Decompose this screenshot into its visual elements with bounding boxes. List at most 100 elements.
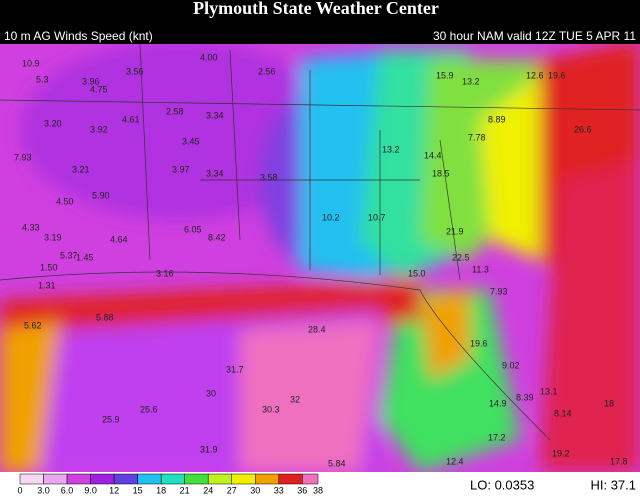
wind-label: 3.21: [72, 164, 90, 174]
wind-label: 21.9: [446, 226, 464, 236]
wind-label: 3.34: [206, 110, 224, 120]
colorbar-bin: [255, 473, 280, 485]
wind-label: 30: [206, 388, 216, 398]
wind-label: 12.6: [526, 70, 544, 80]
wind-label: 13.2: [382, 144, 400, 154]
wind-label: 10.2: [322, 212, 340, 222]
colorbar-tick-label: 30: [250, 485, 260, 495]
wind-label: 25.6: [140, 404, 158, 414]
wind-label: 7.93: [490, 286, 508, 296]
wind-label: 3.45: [182, 136, 200, 146]
wind-label: 16.2: [356, 34, 374, 44]
wind-label: 22.5: [452, 252, 470, 262]
colorbar-bin: [207, 473, 232, 485]
valid-time: 30 hour NAM valid 12Z TUE 5 APR 11: [433, 29, 636, 43]
wind-label: 3.97: [172, 164, 190, 174]
wind-label: 8.39: [516, 392, 534, 402]
wind-label: 3.56: [126, 66, 144, 76]
colorbar-bin: [278, 473, 303, 485]
colorbar-tick-label: 21: [180, 485, 190, 495]
wind-label: 10.9: [22, 58, 40, 68]
colorbar-bin: [43, 473, 68, 485]
wind-label: 13.1: [540, 386, 558, 396]
wind-label: 17.8: [610, 456, 628, 466]
wind-label: 3.96: [82, 76, 100, 86]
wind-label: 2.58: [166, 106, 184, 116]
high-value: HI: 37.1: [590, 477, 636, 492]
wind-label: 7.78: [468, 132, 486, 142]
wind-label: 31.7: [226, 364, 244, 374]
wind-label: 4.50: [56, 196, 74, 206]
colorbar-bin: [19, 473, 44, 485]
colorbar-tick-label: 33: [274, 485, 284, 495]
wind-label: 4.33: [22, 222, 40, 232]
wind-label: 18: [604, 398, 614, 408]
wind-label: 4.61: [122, 114, 140, 124]
wind-label: 1.45: [76, 252, 94, 262]
colorbar-bin: [231, 473, 256, 485]
colorbar-tick-label: 24: [203, 485, 213, 495]
colorbar-tick-label: 6.0: [61, 485, 74, 495]
map: 10.9 5.3 3.964.75 3.56 4.00 2.56 3.20 3.92 4.61 2…: [0, 34, 640, 472]
colorbar-tick-label: 38: [313, 485, 323, 495]
colorbar-tick-label: 12: [109, 485, 119, 495]
wind-label: 19.6: [470, 338, 488, 348]
colorbar-tick-label: 27: [227, 485, 237, 495]
wind-label: 5.62: [24, 320, 42, 330]
title: Plymouth State Weather Center: [193, 0, 439, 18]
wind-label: 3.19: [44, 232, 62, 242]
colorbar-tick-label: 9.0: [84, 485, 97, 495]
colorbar-bin: [302, 473, 319, 485]
wind-label: 32: [290, 394, 300, 404]
colorbar-tick-label: 18: [156, 485, 166, 495]
wind-label: 3.58: [260, 172, 278, 182]
wind-label: 3.34: [206, 168, 224, 178]
wind-label: 6.05: [184, 224, 202, 234]
wind-label: 5.3: [36, 74, 49, 84]
wind-label: 14.4: [424, 150, 442, 160]
wind-label: 10.7: [368, 212, 386, 222]
stats-box: [460, 472, 640, 498]
colorbar-bin: [184, 473, 209, 485]
wind-label: 28.4: [308, 324, 326, 334]
wind-label: 5.37: [60, 250, 78, 260]
wind-label: 19.2: [552, 448, 570, 458]
wind-label: 31.9: [200, 444, 218, 454]
colorbar-bin: [137, 473, 162, 485]
wind-label: 8.89: [488, 114, 506, 124]
wind-label: 15.0: [408, 268, 426, 278]
wind-label: 17.2: [488, 432, 506, 442]
wind-label: 3.20: [44, 118, 62, 128]
wind-label: 8.42: [208, 232, 226, 242]
colorbar-tick-label: 36: [297, 485, 307, 495]
wind-label: 26.6: [574, 124, 592, 134]
colorbar-bin: [160, 473, 185, 485]
wind-label: 9.02: [502, 360, 520, 370]
wind-label: 25.9: [102, 414, 120, 424]
wind-label: 3.16: [156, 268, 174, 278]
wind-label: 1.50: [40, 262, 58, 272]
colorbar-tick-label: 3.0: [37, 485, 50, 495]
wind-label: 4.64: [110, 234, 128, 244]
wind-label: 4.75: [90, 84, 108, 94]
wind-label: 12.4: [446, 456, 464, 466]
wind-label: 3.92: [90, 124, 108, 134]
wind-label: 1.31: [38, 280, 56, 290]
wind-label: 19.6: [548, 70, 566, 80]
wind-label: 4.00: [200, 52, 218, 62]
wind-label: 11.3: [472, 264, 489, 274]
colorbar-bin: [66, 473, 91, 485]
wind-label: 13.2: [462, 76, 480, 86]
low-value: LO: 0.0353: [470, 477, 534, 492]
colorbar-bin: [90, 473, 115, 485]
wind-label: 15.9: [436, 70, 454, 80]
wind-label: 5.84: [328, 458, 346, 468]
wind-label: 2.56: [258, 66, 276, 76]
wind-label: 5.90: [92, 190, 110, 200]
colorbar-tick-label: 0: [17, 485, 22, 495]
wind-label: 30.3: [262, 404, 280, 414]
wind-label: 18.5: [432, 168, 450, 178]
colorbar-tick-label: 15: [133, 485, 143, 495]
colorbar-bin: [113, 473, 138, 485]
